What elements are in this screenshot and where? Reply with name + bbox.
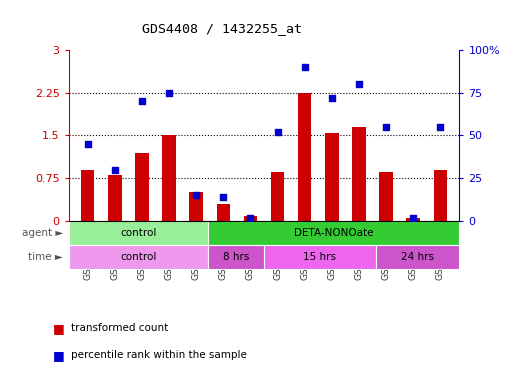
Text: control: control [120, 252, 157, 262]
Text: 15 hrs: 15 hrs [303, 252, 336, 262]
Point [274, 129, 282, 135]
Text: percentile rank within the sample: percentile rank within the sample [71, 350, 247, 360]
Point [355, 81, 363, 87]
Text: ■: ■ [53, 322, 64, 335]
Bar [216, 204, 230, 221]
Text: control: control [120, 228, 157, 238]
Text: agent ►: agent ► [22, 228, 63, 238]
Bar [81, 170, 95, 221]
Point [165, 89, 173, 96]
Bar [190, 192, 203, 221]
Point [436, 124, 445, 130]
Bar [135, 152, 149, 221]
Bar [325, 132, 338, 221]
Bar [379, 172, 393, 221]
Point [300, 64, 309, 70]
Point [327, 95, 336, 101]
Point [110, 167, 119, 173]
Text: ■: ■ [53, 349, 64, 362]
Bar [69, 221, 208, 245]
Point [83, 141, 92, 147]
Text: transformed count: transformed count [71, 323, 168, 333]
Bar [162, 136, 176, 221]
Point [246, 214, 254, 220]
Point [409, 214, 418, 220]
Point [382, 124, 390, 130]
Bar [352, 127, 366, 221]
Bar [243, 216, 257, 221]
Bar [69, 245, 208, 269]
Bar [208, 245, 264, 269]
Point [219, 194, 228, 200]
Bar [375, 245, 459, 269]
Bar [433, 170, 447, 221]
Point [192, 192, 201, 199]
Bar [271, 172, 285, 221]
Bar [264, 245, 375, 269]
Bar [407, 218, 420, 221]
Bar [108, 175, 121, 221]
Point [138, 98, 146, 104]
Text: 24 hrs: 24 hrs [401, 252, 434, 262]
Text: time ►: time ► [29, 252, 63, 262]
Text: DETA-NONOate: DETA-NONOate [294, 228, 373, 238]
Text: 8 hrs: 8 hrs [223, 252, 249, 262]
Bar [208, 221, 459, 245]
Bar [298, 93, 312, 221]
Text: GDS4408 / 1432255_at: GDS4408 / 1432255_at [142, 22, 302, 35]
